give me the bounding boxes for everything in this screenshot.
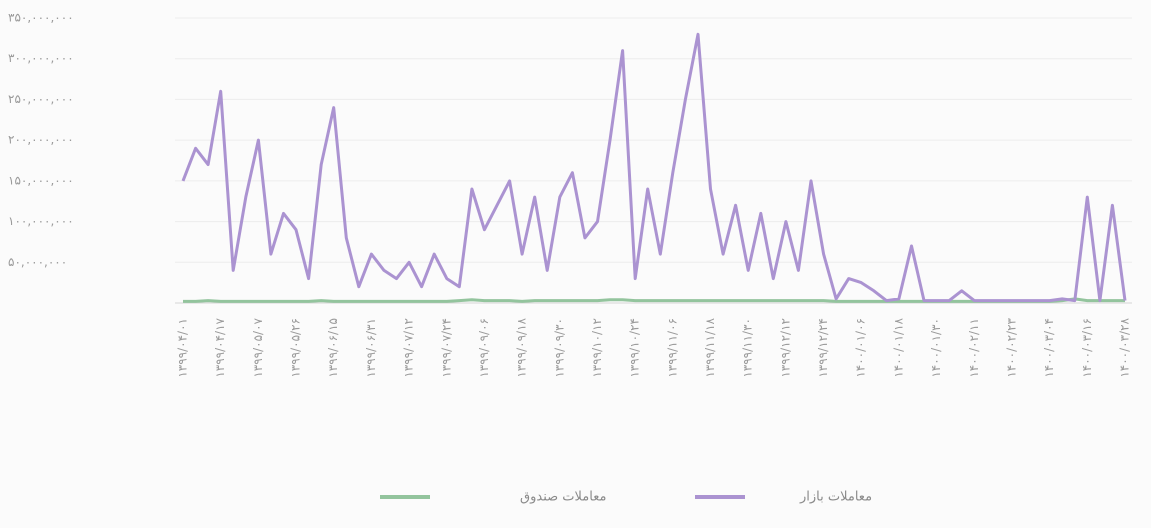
x-tick-label: ۱۳۹۹/۱۲/۱۲: [778, 318, 792, 378]
x-tick-label: ۱۳۹۹/۰۶/۳۱: [364, 318, 378, 378]
x-tick-label: ۱۳۹۹/۱۰/۲۴: [628, 318, 642, 378]
x-tick-label: ۱۴۰۰/۰۱/۳۰: [929, 318, 943, 378]
y-tick-label: ۱۵۰,۰۰۰,۰۰۰: [8, 173, 74, 187]
y-tick-label: ۱۰۰,۰۰۰,۰۰۰: [8, 214, 74, 228]
x-tick-label: ۱۳۹۹/۰۷/۱۲: [402, 318, 416, 378]
x-tick-label: ۱۳۹۹/۰۴/۰۱: [176, 318, 190, 378]
x-tick-label: ۱۳۹۹/۱۱/۳۰: [741, 318, 755, 378]
y-tick-label: ۵۰,۰۰۰,۰۰۰: [8, 255, 67, 269]
x-tick-label: ۱۴۰۰/۰۲/۲۳: [1004, 317, 1018, 377]
x-tick-label: ۱۳۹۹/۰۶/۱۵: [326, 318, 340, 378]
x-tick-label: ۱۴۰۰/۰۱/۰۶: [854, 318, 868, 378]
x-tick-label: ۱۴۰۰/۰۱/۱۸: [891, 317, 905, 377]
x-tick-label: ۱۳۹۹/۰۵/۰۷: [251, 317, 265, 377]
x-tick-label: ۱۳۹۹/۰۷/۲۴: [439, 318, 453, 378]
y-tick-label: ۲۰۰,۰۰۰,۰۰۰: [8, 133, 74, 147]
series-line: [181, 32, 1127, 303]
x-tick-label: ۱۴۰۰/۰۳/۲۸: [1118, 317, 1132, 377]
x-tick-label: ۱۳۹۹/۰۴/۱۷: [213, 317, 227, 377]
x-tick-label: ۱۳۹۹/۰۵/۲۶: [289, 318, 303, 378]
legend-label: معاملات صندوق: [520, 490, 606, 505]
x-tick-label: ۱۴۰۰/۰۳/۰۴: [1042, 318, 1056, 378]
x-tick-label: ۱۳۹۹/۱۱/۱۸: [703, 317, 717, 377]
x-tick-label: ۱۳۹۹/۱۰/۱۲: [590, 318, 604, 378]
legend-label: معاملات بازار: [799, 490, 872, 505]
y-tick-label: ۳۵۰,۰۰۰,۰۰۰: [8, 11, 74, 25]
y-tick-label: ۲۵۰,۰۰۰,۰۰۰: [8, 92, 74, 106]
x-tick-label: ۱۴۰۰/۰۳/۱۶: [1080, 318, 1094, 378]
x-tick-label: ۱۴۰۰/۰۲/۱۱: [967, 318, 981, 378]
y-tick-label: ۳۰۰,۰۰۰,۰۰۰: [8, 51, 74, 65]
series-line: [183, 297, 1125, 303]
x-tick-label: ۱۳۹۹/۱۲/۲۴: [816, 318, 830, 378]
x-tick-label: ۱۳۹۹/۰۹/۰۶: [477, 318, 491, 378]
x-tick-label: ۱۳۹۹/۱۱/۰۶: [665, 318, 679, 378]
x-tick-label: ۱۳۹۹/۰۹/۱۸: [515, 317, 529, 377]
x-tick-label: ۱۳۹۹/۰۹/۳۰: [552, 318, 566, 378]
